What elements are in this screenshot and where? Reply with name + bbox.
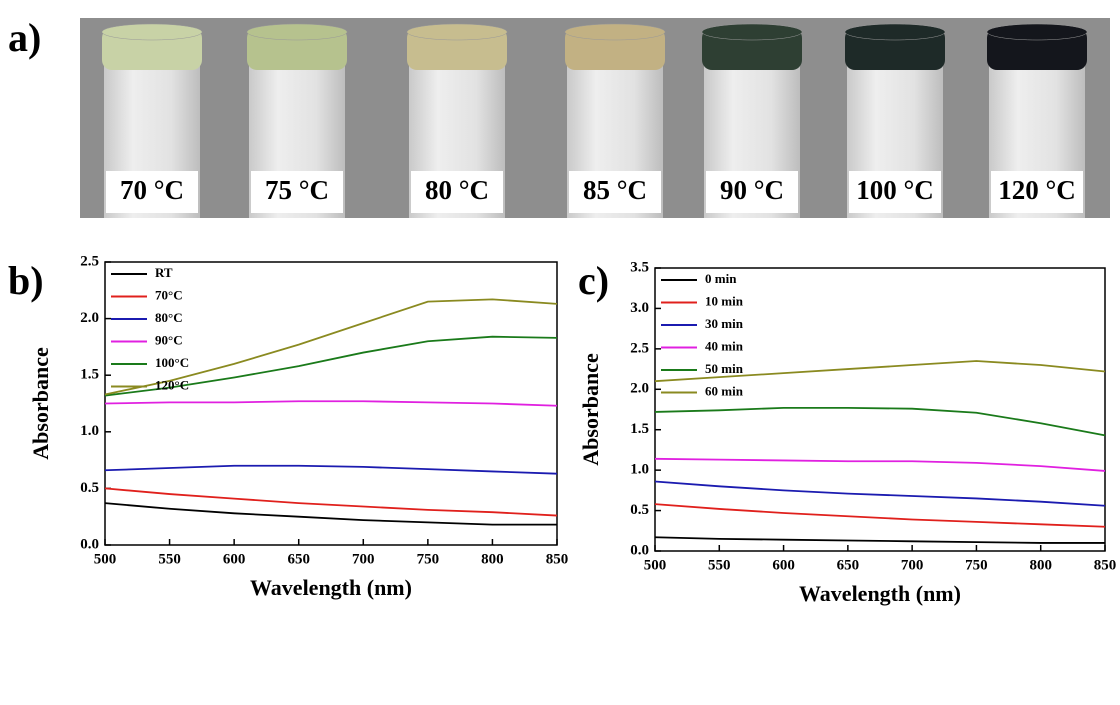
panel-label: a) (8, 15, 41, 60)
y-tick-label: 0.5 (630, 502, 649, 518)
vial-label: 120 °C (998, 175, 1076, 205)
legend-label: 60 min (705, 383, 744, 398)
panel-label: b) (8, 258, 44, 303)
vial-label: 70 °C (120, 175, 184, 205)
x-tick-label: 800 (1029, 557, 1052, 573)
vial-cap-top (565, 24, 665, 40)
vial-label: 80 °C (425, 175, 489, 205)
x-tick-label: 500 (644, 557, 667, 573)
series-line (655, 504, 1105, 527)
vial-cap-top (407, 24, 507, 40)
vial-label: 90 °C (720, 175, 784, 205)
y-tick-label: 2.5 (80, 253, 99, 269)
series-line (105, 466, 557, 474)
x-tick-label: 850 (546, 551, 569, 567)
vial-label: 100 °C (856, 175, 934, 205)
legend-label: 120°C (155, 377, 189, 392)
vial-cap-top (247, 24, 347, 40)
y-tick-label: 2.0 (630, 381, 649, 397)
legend-label: 50 min (705, 361, 744, 376)
vial-cap-top (845, 24, 945, 40)
x-tick-label: 650 (287, 551, 310, 567)
series-line (655, 481, 1105, 505)
x-axis-title: Wavelength (nm) (799, 581, 961, 606)
x-tick-label: 750 (965, 557, 988, 573)
x-tick-label: 550 (158, 551, 181, 567)
y-tick-label: 1.0 (80, 423, 99, 439)
series-line (655, 459, 1105, 471)
x-tick-label: 750 (417, 551, 440, 567)
legend-label: 90°C (155, 332, 183, 347)
legend-label: 80°C (155, 310, 183, 325)
legend-label: 100°C (155, 355, 189, 370)
vial-label: 85 °C (583, 175, 647, 205)
x-tick-label: 700 (352, 551, 375, 567)
series-line (105, 503, 557, 525)
vial-cap-top (702, 24, 802, 40)
x-tick-label: 650 (837, 557, 860, 573)
legend-label: 70°C (155, 287, 183, 302)
y-tick-label: 0.5 (80, 480, 99, 496)
x-tick-label: 700 (901, 557, 924, 573)
vial-cap-top (102, 24, 202, 40)
y-tick-label: 0.0 (80, 536, 99, 552)
legend-label: 30 min (705, 316, 744, 331)
y-axis-title: Absorbance (28, 347, 53, 460)
x-tick-label: 850 (1094, 557, 1117, 573)
y-axis-title: Absorbance (578, 353, 603, 466)
y-tick-label: 3.5 (630, 259, 649, 275)
y-tick-label: 3.0 (630, 300, 649, 316)
y-tick-label: 1.5 (80, 367, 99, 383)
y-tick-label: 2.0 (80, 310, 99, 326)
x-axis-title: Wavelength (nm) (250, 575, 412, 600)
legend-label: 0 min (705, 271, 737, 286)
y-tick-label: 2.5 (630, 340, 649, 356)
series-line (105, 488, 557, 515)
legend-label: 10 min (705, 293, 744, 308)
y-tick-label: 1.0 (630, 462, 649, 478)
x-tick-label: 600 (223, 551, 246, 567)
y-tick-label: 0.0 (630, 542, 649, 558)
x-tick-label: 500 (94, 551, 117, 567)
x-tick-label: 550 (708, 557, 731, 573)
panel-label: c) (578, 258, 609, 303)
legend-label: 40 min (705, 338, 744, 353)
vials: 70 °C 75 °C 80 °C 85 °C 90 °C 100 °C 120 °C (102, 24, 1087, 218)
series-line (655, 408, 1105, 435)
y-tick-label: 1.5 (630, 421, 649, 437)
figure: 70 °C 75 °C 80 °C 85 °C 90 °C 100 °C 120 °C a)… (0, 0, 1120, 705)
x-tick-label: 800 (481, 551, 504, 567)
x-tick-label: 600 (772, 557, 795, 573)
vial-label: 75 °C (265, 175, 329, 205)
legend-label: RT (155, 265, 173, 280)
series-line (105, 401, 557, 406)
vial-cap-top (987, 24, 1087, 40)
series-line (655, 537, 1105, 543)
